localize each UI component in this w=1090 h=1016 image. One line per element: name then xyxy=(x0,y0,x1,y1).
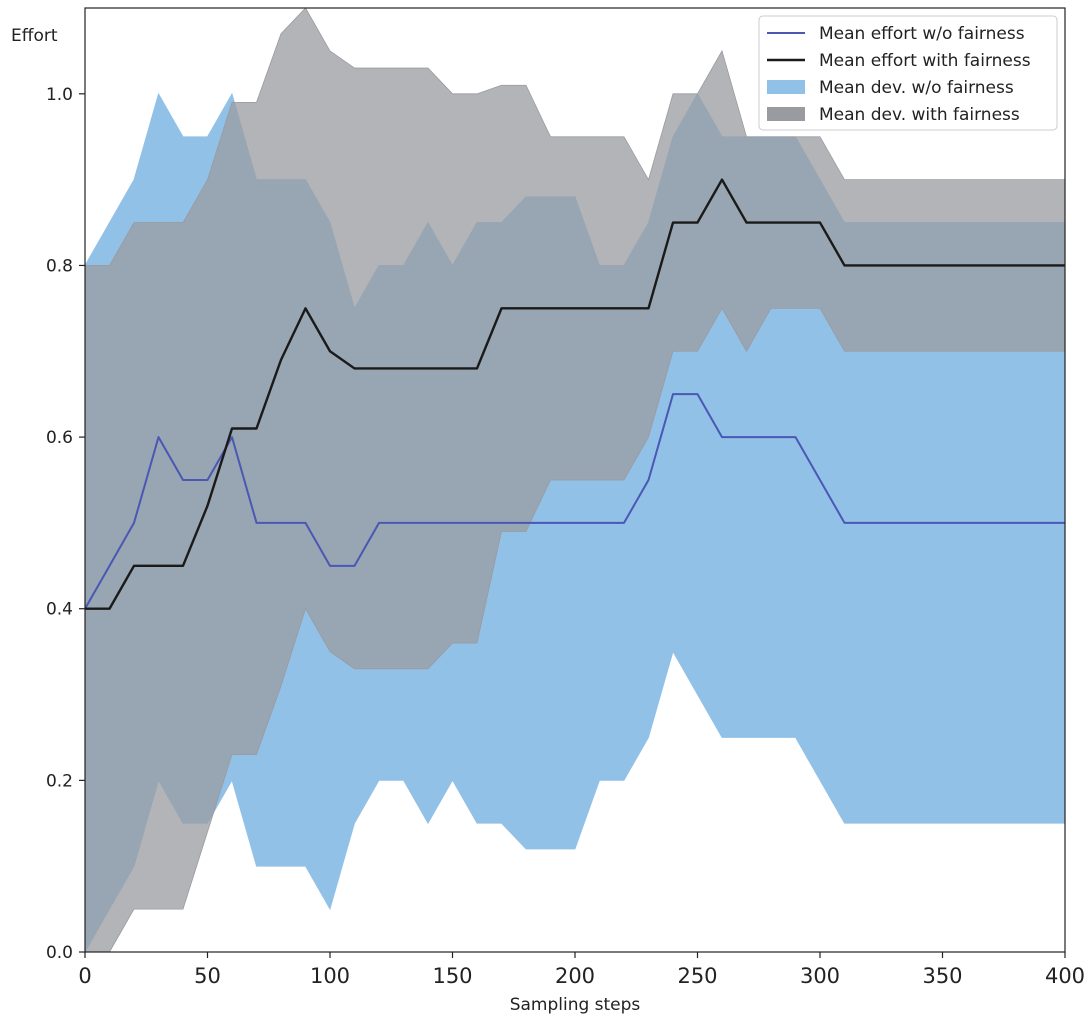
line-mean-effort-with-fairness xyxy=(85,178,1065,610)
ticks: 0 50 100 150 200 250 300 350 400 0.0 0.2 0.4 0.6 0.8 1… xyxy=(46,85,1085,988)
legend: Mean effort w/o fairness Mean effort with… xyxy=(758,15,1058,131)
legend-item-mean-effort-with-fairness: Mean effort with fairness xyxy=(767,51,1031,71)
y-tick-label: 0.8 xyxy=(46,256,73,276)
legend-label: Mean effort with fairness xyxy=(819,51,1031,71)
y-tick-label: 0.0 xyxy=(46,943,73,963)
legend-patch-swatch xyxy=(767,107,805,121)
x-tick-label: 200 xyxy=(555,964,595,988)
legend-item-mean-dev-with-fairness: Mean dev. with fairness xyxy=(767,105,1020,125)
x-tick-label: 400 xyxy=(1045,964,1085,988)
band-layer xyxy=(85,8,1065,952)
legend-label: Mean effort w/o fairness xyxy=(819,24,1025,44)
legend-label: Mean dev. w/o fairness xyxy=(819,78,1014,98)
y-axis-label: Effort xyxy=(11,26,58,46)
band-mean-dev-with-fairness xyxy=(85,8,1065,952)
legend-patch-swatch xyxy=(767,80,805,94)
x-tick-label: 250 xyxy=(677,964,717,988)
y-tick-label: 0.4 xyxy=(46,600,73,620)
x-tick-label: 350 xyxy=(922,964,962,988)
y-tick-label: 0.6 xyxy=(46,428,73,448)
x-tick-label: 50 xyxy=(194,964,221,988)
y-tick-label: 1.0 xyxy=(46,85,73,105)
x-tick-label: 0 xyxy=(78,964,91,988)
x-tick-label: 300 xyxy=(800,964,840,988)
x-tick-label: 100 xyxy=(310,964,350,988)
y-tick-label: 0.2 xyxy=(46,771,73,791)
line-layer xyxy=(85,178,1065,610)
legend-box xyxy=(758,15,1058,131)
x-axis-label: Sampling steps xyxy=(510,995,641,1015)
legend-item-mean-dev-w-o-fairness: Mean dev. w/o fairness xyxy=(767,78,1014,98)
line-mean-effort-w-o-fairness xyxy=(85,393,1065,610)
x-tick-label: 150 xyxy=(432,964,472,988)
legend-item-mean-effort-w-o-fairness: Mean effort w/o fairness xyxy=(767,24,1025,44)
legend-label: Mean dev. with fairness xyxy=(819,105,1020,125)
